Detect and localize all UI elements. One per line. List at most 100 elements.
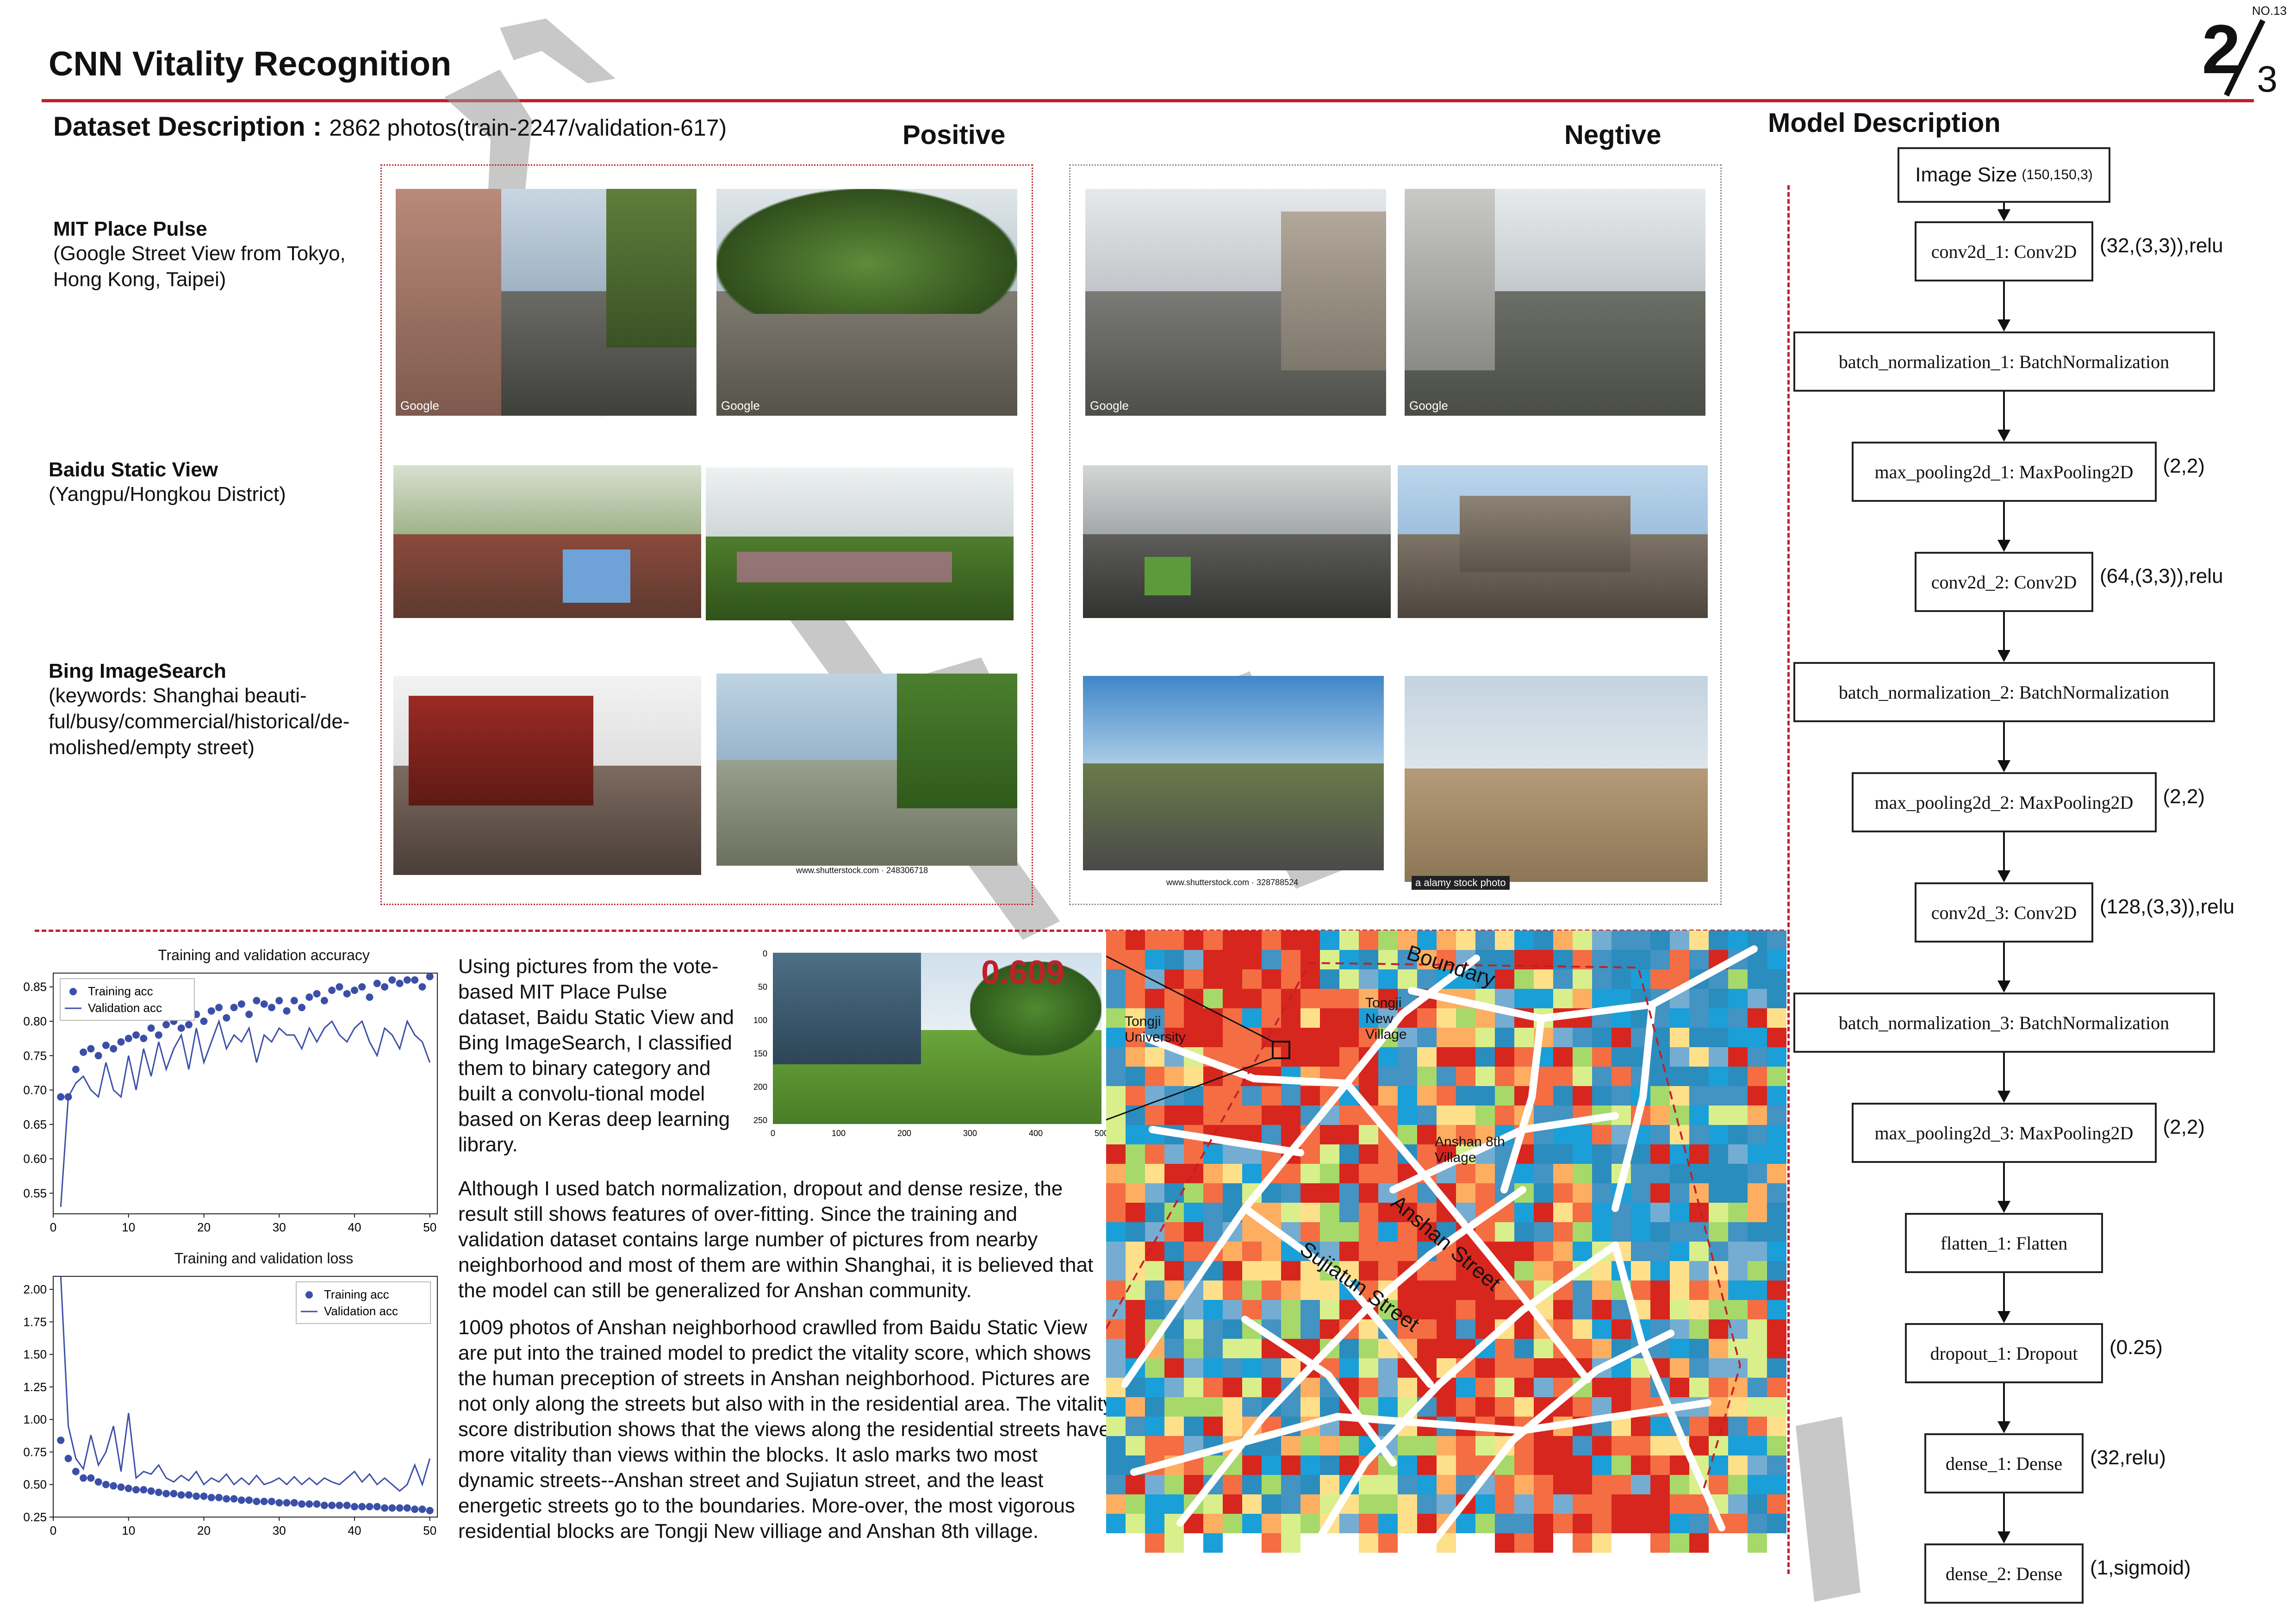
map-cell bbox=[1592, 1203, 1612, 1222]
map-cell bbox=[1553, 1436, 1573, 1455]
vitality-map: Tongji University Tongji New Village Ans… bbox=[1092, 931, 1796, 1573]
map-cell bbox=[1767, 1339, 1786, 1358]
training-point bbox=[350, 987, 358, 994]
map-cell bbox=[1126, 1047, 1145, 1067]
map-cell bbox=[1514, 931, 1534, 950]
x-tick-label: 10 bbox=[122, 1524, 135, 1537]
training-point bbox=[117, 1038, 125, 1046]
map-cell bbox=[1145, 969, 1164, 989]
map-cell bbox=[1242, 969, 1262, 989]
map-cell bbox=[1534, 1164, 1553, 1183]
map-cell bbox=[1650, 1222, 1670, 1242]
map-cell bbox=[1534, 1514, 1553, 1533]
map-cell bbox=[1126, 989, 1145, 1008]
map-cell bbox=[1223, 989, 1242, 1008]
map-cell bbox=[1106, 1086, 1126, 1106]
map-cell bbox=[1709, 1339, 1728, 1358]
y-tick-label: 0.60 bbox=[23, 1152, 47, 1166]
map-cell bbox=[1748, 1280, 1767, 1300]
map-cell bbox=[1631, 1436, 1650, 1455]
map-cell bbox=[1126, 1144, 1145, 1164]
photo-negative-bing-2 bbox=[1405, 676, 1708, 882]
map-cell bbox=[1262, 969, 1281, 989]
map-cell bbox=[1223, 1358, 1242, 1378]
map-cell bbox=[1437, 1319, 1456, 1339]
map-cell bbox=[1573, 969, 1592, 989]
map-cell bbox=[1592, 1339, 1612, 1358]
training-point bbox=[177, 1491, 185, 1499]
map-cell bbox=[1417, 1300, 1437, 1319]
map-cell bbox=[1437, 1028, 1456, 1047]
road bbox=[1149, 1126, 1304, 1156]
map-cell bbox=[1203, 1183, 1223, 1203]
map-cell bbox=[1728, 1417, 1748, 1436]
map-cell bbox=[1495, 1514, 1514, 1533]
map-cell bbox=[1281, 950, 1300, 969]
map-cell bbox=[1437, 1047, 1456, 1067]
map-cell bbox=[1495, 1067, 1514, 1086]
y-tick-label: 1.50 bbox=[23, 1348, 47, 1362]
map-cell bbox=[1359, 1242, 1378, 1261]
map-cell bbox=[1281, 1086, 1300, 1106]
map-cell bbox=[1223, 1417, 1242, 1436]
map-cell bbox=[1145, 1203, 1164, 1222]
map-cell bbox=[1456, 1436, 1475, 1455]
map-cell bbox=[1709, 1144, 1728, 1164]
map-cell bbox=[1553, 1475, 1573, 1494]
photo-positive-baidu-2 bbox=[706, 468, 1014, 620]
map-cell bbox=[1475, 931, 1495, 950]
map-cell bbox=[1145, 989, 1164, 1008]
map-cell bbox=[1748, 1047, 1767, 1067]
map-cell bbox=[1126, 1164, 1145, 1183]
map-cell bbox=[1262, 1106, 1281, 1125]
map-cell bbox=[1612, 1378, 1631, 1397]
map-cell bbox=[1339, 931, 1359, 950]
header-rule bbox=[42, 99, 2254, 102]
map-cell bbox=[1573, 1067, 1592, 1086]
map-cell bbox=[1106, 1008, 1126, 1028]
training-point bbox=[343, 990, 351, 998]
map-cell bbox=[1650, 969, 1670, 989]
map-cell bbox=[1592, 1183, 1612, 1203]
map-cell bbox=[1689, 1008, 1709, 1028]
road bbox=[1408, 945, 1758, 1023]
training-point bbox=[72, 1468, 80, 1475]
map-cell bbox=[1242, 1008, 1262, 1028]
map-cell bbox=[1728, 1008, 1748, 1028]
map-cell bbox=[1689, 1164, 1709, 1183]
map-cell bbox=[1262, 1475, 1281, 1494]
training-point bbox=[396, 1504, 404, 1512]
training-point bbox=[155, 1031, 162, 1039]
map-cell bbox=[1300, 1008, 1320, 1028]
map-cell bbox=[1650, 1125, 1670, 1144]
map-cell bbox=[1612, 1086, 1631, 1106]
map-cell bbox=[1670, 950, 1689, 969]
map-cell bbox=[1300, 1203, 1320, 1222]
dataset-count: 2862 photos(train-2247/validation-617) bbox=[329, 115, 727, 141]
map-cell bbox=[1320, 1047, 1339, 1067]
training-point bbox=[87, 1045, 95, 1053]
map-cell bbox=[1709, 1455, 1728, 1475]
map-cell bbox=[1495, 1028, 1514, 1047]
map-cell bbox=[1164, 931, 1184, 950]
map-cell bbox=[1514, 1047, 1534, 1067]
map-cell bbox=[1475, 1378, 1495, 1397]
map-cell bbox=[1612, 1222, 1631, 1242]
map-cell bbox=[1592, 931, 1612, 950]
map-cell bbox=[1748, 1125, 1767, 1144]
map-cell bbox=[1767, 1144, 1786, 1164]
map-cell bbox=[1106, 1339, 1126, 1358]
training-point bbox=[140, 1486, 148, 1493]
map-cell bbox=[1398, 1300, 1417, 1319]
map-cell bbox=[1417, 969, 1437, 989]
map-cell bbox=[1300, 1514, 1320, 1533]
map-cell bbox=[1650, 1067, 1670, 1086]
map-cell bbox=[1242, 1358, 1262, 1378]
training-point bbox=[336, 983, 343, 991]
map-cell bbox=[1339, 1125, 1359, 1144]
map-cell bbox=[1728, 1242, 1748, 1261]
map-cell bbox=[1728, 1086, 1748, 1106]
map-cell bbox=[1534, 969, 1553, 989]
map-cell bbox=[1359, 1397, 1378, 1417]
photo-negative-bing-1 bbox=[1083, 676, 1384, 870]
